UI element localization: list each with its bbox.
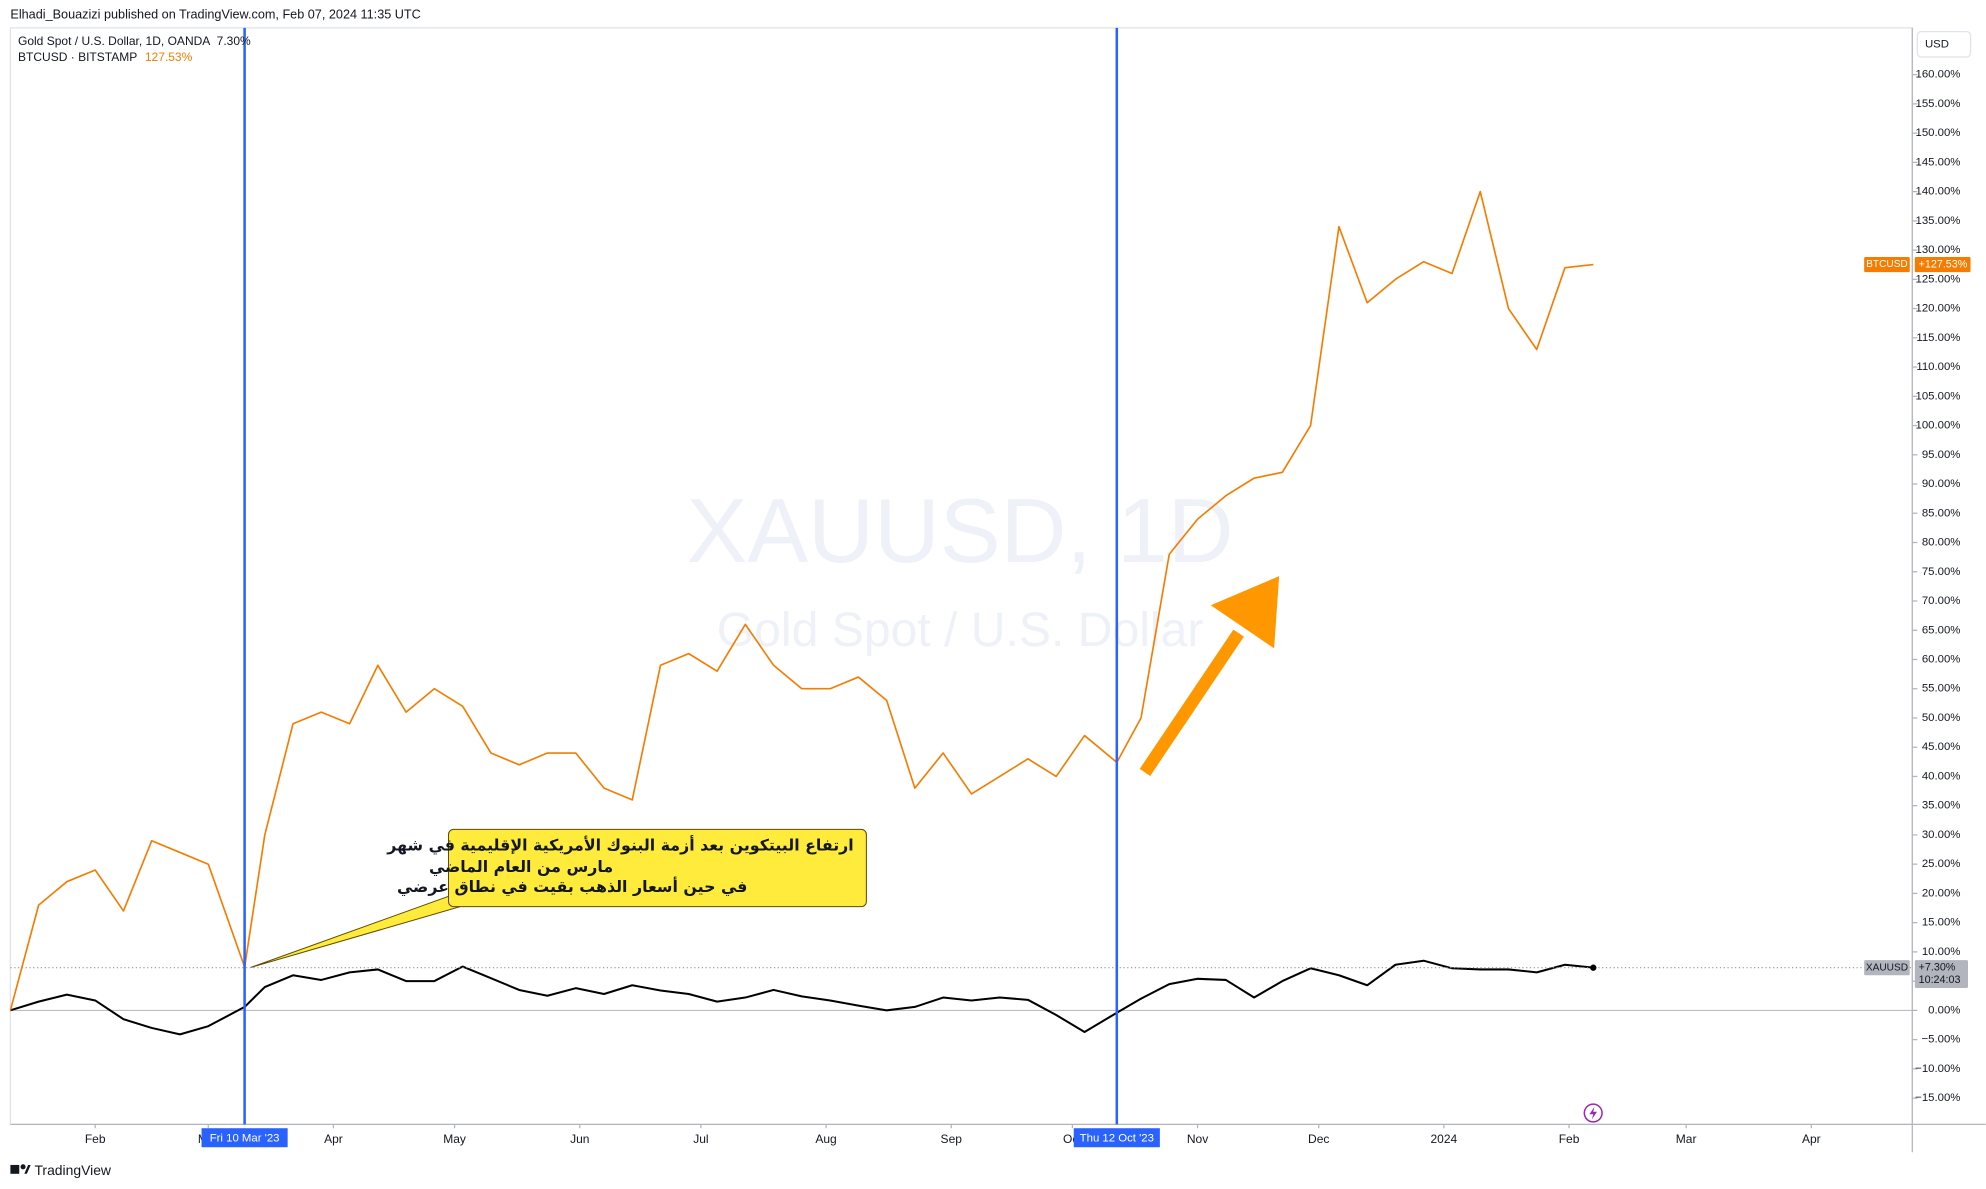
logo-mark: [24, 1164, 31, 1174]
y-tick-label: −10.00%: [1915, 1063, 1960, 1075]
legend-name: BTCUSD · BITSTAMP: [18, 50, 137, 64]
y-tick-label: 150.00%: [1916, 127, 1961, 139]
y-tick-label: 155.00%: [1916, 98, 1961, 110]
y-tick-label: −15.00%: [1915, 1092, 1960, 1104]
annotation-line: ارتفاع البيتكوين بعد أزمة البنوك الأمريك…: [386, 834, 853, 855]
x-tick-label: Feb: [85, 1132, 106, 1146]
last-point: [1590, 964, 1597, 971]
legend-name: Gold Spot / U.S. Dollar, 1D, OANDA: [18, 34, 210, 48]
marker-label: Fri 10 Mar '23: [210, 1132, 280, 1144]
x-tick-label: Jun: [570, 1132, 589, 1146]
y-tick-label: 75.00%: [1922, 566, 1961, 578]
y-tick-label: 140.00%: [1916, 186, 1961, 198]
price-tag-box: [1914, 960, 1969, 988]
countdown: 10:24:03: [1919, 974, 1961, 986]
footer: TradingView: [10, 1162, 112, 1178]
y-tick-label: −5.00%: [1922, 1034, 1961, 1046]
brand: TradingView: [34, 1162, 111, 1178]
y-tick-label: 45.00%: [1922, 741, 1961, 753]
annotation-line: مارس من العام الماضي: [429, 857, 613, 877]
x-tick-label: Dec: [1308, 1132, 1329, 1146]
marker-label-box: [1073, 1128, 1160, 1148]
marker-label: Thu 12 Oct '23: [1080, 1132, 1154, 1144]
series-tag-box: [1864, 256, 1910, 273]
x-tick-label: Jul: [693, 1132, 708, 1146]
currency-label[interactable]: USD: [1925, 38, 1949, 50]
y-tick-label: 25.00%: [1922, 858, 1961, 870]
x-tick-label: Feb: [1559, 1132, 1580, 1146]
arrow-head: [1210, 576, 1280, 649]
events-bolt[interactable]: [1589, 1106, 1597, 1120]
y-tick-label: 80.00%: [1922, 537, 1961, 549]
arrow-shaft: [1139, 629, 1244, 776]
x-tick-label: Nov: [1187, 1132, 1208, 1146]
markers-layer: XAUUSD +7.30%10:24:03 BTCUSD +127.53% Fri 10…: [201, 27, 1971, 1148]
x-tick-label: 2024: [1431, 1132, 1458, 1146]
price-tag-box: [1914, 256, 1971, 273]
series-tag: XAUUSD: [1866, 962, 1908, 973]
annotation: ارتفاع البيتكوين بعد أزمة البنوك الأمريك…: [250, 828, 867, 968]
y-tick-label: 110.00%: [1916, 361, 1960, 373]
y-tick-label: 0.00%: [1928, 1004, 1960, 1016]
annotation-box: [448, 828, 867, 908]
price-tag: +127.53%: [1919, 258, 1968, 270]
y-tick-label: 145.00%: [1916, 156, 1961, 168]
y-tick-label: 30.00%: [1922, 829, 1961, 841]
y-tick-label: 55.00%: [1922, 683, 1961, 695]
events-icon[interactable]: [1583, 1103, 1603, 1123]
logo-mark: [20, 1164, 26, 1170]
y-tick-label: 65.00%: [1922, 624, 1961, 636]
y-tick-label: 120.00%: [1916, 303, 1961, 315]
y-tick-label: 50.00%: [1922, 712, 1961, 724]
legend-entry: BTCUSD · BITSTAMP 127.53%: [18, 50, 193, 64]
legend-value: 127.53%: [145, 50, 193, 64]
x-tick-label: Apr: [324, 1132, 343, 1146]
series-line: [10, 959, 1594, 1036]
y-tick-label: 130.00%: [1916, 244, 1961, 256]
y-tick-label: 160.00%: [1916, 69, 1961, 81]
legend-entry: Gold Spot / U.S. Dollar, 1D, OANDA 7.30%: [18, 34, 251, 48]
y-tick-label: 15.00%: [1922, 917, 1961, 929]
y-tick-label: 105.00%: [1916, 390, 1961, 402]
y-tick-label: 35.00%: [1922, 800, 1961, 812]
axes: −15.00%−10.00%−5.00%0.00%5.00%10.00%15.0…: [10, 69, 1960, 1146]
y-tick-label: 125.00%: [1916, 273, 1961, 285]
y-tick-label: 20.00%: [1922, 887, 1961, 899]
watermark-description: Gold Spot / U.S. Dollar: [717, 603, 1204, 657]
trend-arrow: [1139, 576, 1280, 776]
currency-button[interactable]: [1916, 31, 1972, 58]
series-layer: [9, 190, 1913, 1036]
y-tick-label: 115.00%: [1916, 332, 1960, 344]
y-tick-label: 70.00%: [1922, 595, 1961, 607]
y-tick-label: 90.00%: [1922, 478, 1961, 490]
price-tag: +7.30%: [1919, 962, 1956, 974]
x-tick-label: Aug: [815, 1132, 836, 1146]
y-tick-label: 40.00%: [1922, 770, 1961, 782]
y-tick-label: 85.00%: [1922, 507, 1961, 519]
y-tick-label: 95.00%: [1922, 449, 1961, 461]
y-tick-label: 10.00%: [1922, 946, 1961, 958]
y-tick-label: 60.00%: [1922, 653, 1961, 665]
publish-info: Elhadi_Bouazizi published on TradingView…: [10, 8, 420, 22]
legend-value: 7.30%: [217, 34, 251, 48]
series-line: [9, 190, 1594, 1011]
series-tag: BTCUSD: [1866, 259, 1908, 270]
marker-label-box: [201, 1128, 288, 1148]
watermark-symbol: XAUUSD, 1D: [687, 480, 1234, 582]
x-tick-label: Apr: [1802, 1132, 1821, 1146]
x-tick-label: Sep: [941, 1132, 963, 1146]
logo-mark: [10, 1164, 20, 1174]
annotation-line: في حين أسعار الذهب بقيت في نطاق عرضي: [397, 876, 747, 897]
x-tick-label: May: [443, 1132, 466, 1146]
legend: Gold Spot / U.S. Dollar, 1D, OANDA 7.30% …: [18, 34, 251, 64]
y-tick-label: 100.00%: [1916, 420, 1961, 432]
series-tag-box: [1864, 960, 1910, 976]
y-tick-label: 135.00%: [1916, 215, 1961, 227]
x-tick-label: Mar: [1676, 1132, 1697, 1146]
